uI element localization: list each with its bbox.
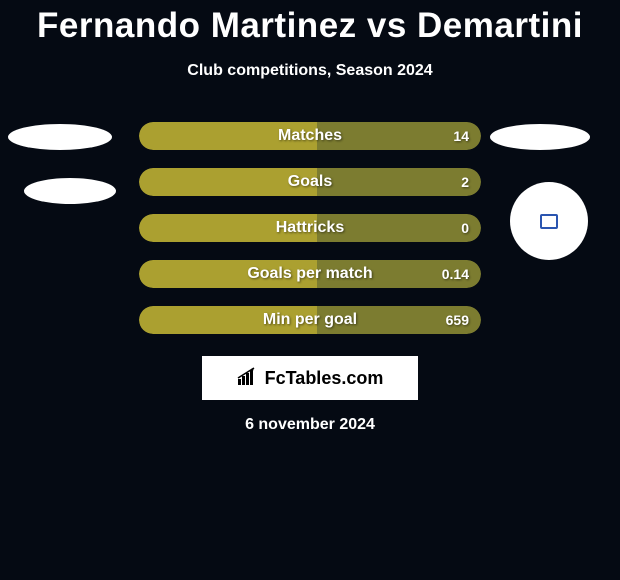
stat-bar: Goals2	[139, 168, 481, 196]
logo-box: FcTables.com	[202, 356, 418, 400]
stat-bar: Min per goal659	[139, 306, 481, 334]
bar-value: 2	[461, 168, 469, 196]
bar-label: Goals per match	[139, 260, 481, 288]
logo-text: FcTables.com	[265, 368, 384, 389]
bar-value: 14	[453, 122, 469, 150]
decor-ellipse-left-2	[24, 178, 116, 204]
bar-value: 0	[461, 214, 469, 242]
avatar-placeholder	[510, 182, 588, 260]
date-text: 6 november 2024	[0, 416, 620, 434]
bar-label: Matches	[139, 122, 481, 150]
bars-icon	[237, 367, 261, 390]
image-icon	[540, 214, 558, 229]
logo: FcTables.com	[237, 367, 384, 390]
decor-ellipse-left-1	[8, 124, 112, 150]
stat-bar: Hattricks0	[139, 214, 481, 242]
bar-label: Hattricks	[139, 214, 481, 242]
subtitle: Club competitions, Season 2024	[0, 62, 620, 80]
page-title: Fernando Martinez vs Demartini	[0, 0, 620, 46]
stat-bar: Goals per match0.14	[139, 260, 481, 288]
decor-ellipse-right-1	[490, 124, 590, 150]
bar-value: 0.14	[442, 260, 469, 288]
bar-value: 659	[446, 306, 469, 334]
bar-label: Goals	[139, 168, 481, 196]
stat-bar: Matches14	[139, 122, 481, 150]
bar-label: Min per goal	[139, 306, 481, 334]
